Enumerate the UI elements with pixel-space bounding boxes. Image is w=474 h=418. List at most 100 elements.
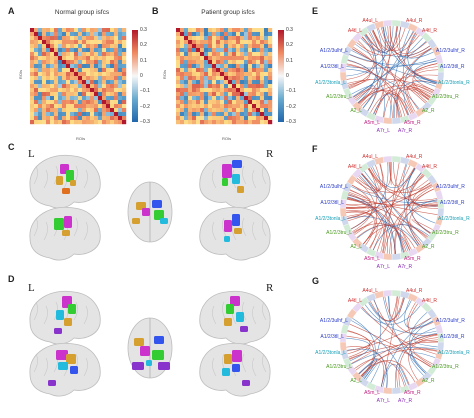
heatmap-cell bbox=[264, 92, 269, 97]
heatmap-cell bbox=[188, 120, 193, 125]
heatmap-cell bbox=[42, 64, 47, 69]
heatmap-cell bbox=[208, 100, 213, 105]
heatmap-cell bbox=[204, 80, 209, 85]
heatmap-cell bbox=[236, 44, 241, 49]
heatmap-cell bbox=[58, 68, 63, 73]
heatmap-cell bbox=[268, 112, 273, 117]
heatmap-cell bbox=[78, 104, 83, 109]
heatmap-cell bbox=[192, 56, 197, 61]
heatmap-cell bbox=[46, 60, 51, 65]
heatmap-cell bbox=[252, 84, 257, 89]
chord-node-label: A1/2/3ulhf_L bbox=[320, 318, 348, 324]
heatmap-cell bbox=[118, 88, 123, 93]
heatmap-cell bbox=[240, 100, 245, 105]
heatmap-cell bbox=[86, 108, 91, 113]
chord-node-label: A1/2/3ulhf_R bbox=[436, 318, 465, 324]
heatmap-cell bbox=[90, 72, 95, 77]
heatmap-cell bbox=[78, 64, 83, 69]
heatmap-cell bbox=[34, 64, 39, 69]
brain-region bbox=[230, 296, 240, 306]
chord-node-label: A4tl_L bbox=[348, 28, 362, 34]
heatmap-cell bbox=[114, 48, 119, 53]
heatmap-cell bbox=[50, 56, 55, 61]
heatmap-cell bbox=[62, 80, 67, 85]
heatmap-cell bbox=[204, 68, 209, 73]
heatmap-cell bbox=[228, 40, 233, 45]
heatmap-cell bbox=[42, 48, 47, 53]
heatmap-cell bbox=[50, 68, 55, 73]
heatmap-cell bbox=[102, 36, 107, 41]
heatmap-cell bbox=[82, 112, 87, 117]
heatmap-cell bbox=[30, 56, 35, 61]
heatmap-cell bbox=[216, 40, 221, 45]
brain-region bbox=[152, 350, 164, 360]
heatmap-cell bbox=[220, 88, 225, 93]
heatmap-cell bbox=[70, 96, 75, 101]
heatmap-cell bbox=[208, 76, 213, 81]
heatmap-cell bbox=[264, 40, 269, 45]
brain-region bbox=[142, 208, 150, 216]
heatmap-cell bbox=[188, 92, 193, 97]
heatmap-cell bbox=[90, 32, 95, 37]
heatmap-cell bbox=[42, 108, 47, 113]
heatmap-cell bbox=[106, 44, 111, 49]
heatmap-cell bbox=[78, 32, 83, 37]
heatmap-cell bbox=[224, 32, 229, 37]
brain-region bbox=[62, 188, 70, 194]
chord-node-label: A2_L bbox=[350, 378, 362, 384]
heatmap-cell bbox=[118, 60, 123, 65]
heatmap-cell bbox=[90, 64, 95, 69]
heatmap-cell bbox=[260, 112, 265, 117]
heatmap-cell bbox=[248, 36, 253, 41]
heatmap-cell bbox=[264, 84, 269, 89]
heatmap-cell bbox=[224, 76, 229, 81]
chord-node-label: A7r_R bbox=[398, 264, 413, 270]
heatmap-cell bbox=[228, 44, 233, 49]
heatmap-cell bbox=[268, 60, 273, 65]
heatmap-cell bbox=[244, 104, 249, 109]
heatmap-cell bbox=[240, 88, 245, 93]
heatmap-cell bbox=[224, 116, 229, 121]
heatmap-cell bbox=[236, 52, 241, 57]
heatmap-cell bbox=[34, 52, 39, 57]
heatmap-cell bbox=[248, 88, 253, 93]
heatmap-cell bbox=[110, 60, 115, 65]
chord-link bbox=[358, 90, 401, 118]
chord-link bbox=[347, 184, 432, 222]
heatmap-cell bbox=[260, 108, 265, 113]
heatmap-cell bbox=[244, 116, 249, 121]
heatmap-cell bbox=[62, 64, 67, 69]
heatmap-cell bbox=[54, 32, 59, 37]
heatmap-cell bbox=[58, 40, 63, 45]
heatmap-cell bbox=[212, 32, 217, 37]
heatmap-cell bbox=[196, 60, 201, 65]
heatmap-cell bbox=[58, 28, 63, 33]
heatmap-cell bbox=[264, 64, 269, 69]
heatmap-a-title: Normal group isfcs bbox=[54, 9, 110, 16]
heatmap-cell bbox=[232, 80, 237, 85]
chord-node-label: A4ul_R bbox=[406, 154, 423, 160]
heatmap-cell bbox=[110, 116, 115, 121]
brain-region bbox=[66, 354, 76, 364]
heatmap-cell bbox=[58, 64, 63, 69]
heatmap-cell bbox=[66, 112, 71, 117]
chord-node-label: A5m_R bbox=[404, 256, 421, 262]
heatmap-cell bbox=[204, 100, 209, 105]
heatmap-cell bbox=[62, 96, 67, 101]
chord-link bbox=[368, 167, 431, 193]
heatmap-cell bbox=[244, 120, 249, 125]
heatmap-cell bbox=[38, 92, 43, 97]
heatmap-cell bbox=[50, 108, 55, 113]
heatmap-cell bbox=[86, 88, 91, 93]
heatmap-cell bbox=[50, 96, 55, 101]
colorbar-tick: −0.2 bbox=[140, 103, 150, 110]
heatmap-cell bbox=[66, 40, 71, 45]
heatmap-cell bbox=[252, 80, 257, 85]
heatmap-cell bbox=[180, 112, 185, 117]
heatmap-cell bbox=[62, 104, 67, 109]
heatmap-cell bbox=[118, 120, 123, 125]
chord-node-label: A2_R bbox=[422, 378, 435, 384]
heatmap-cell bbox=[240, 108, 245, 113]
heatmap-cell bbox=[212, 84, 217, 89]
heatmap-cell bbox=[54, 40, 59, 45]
